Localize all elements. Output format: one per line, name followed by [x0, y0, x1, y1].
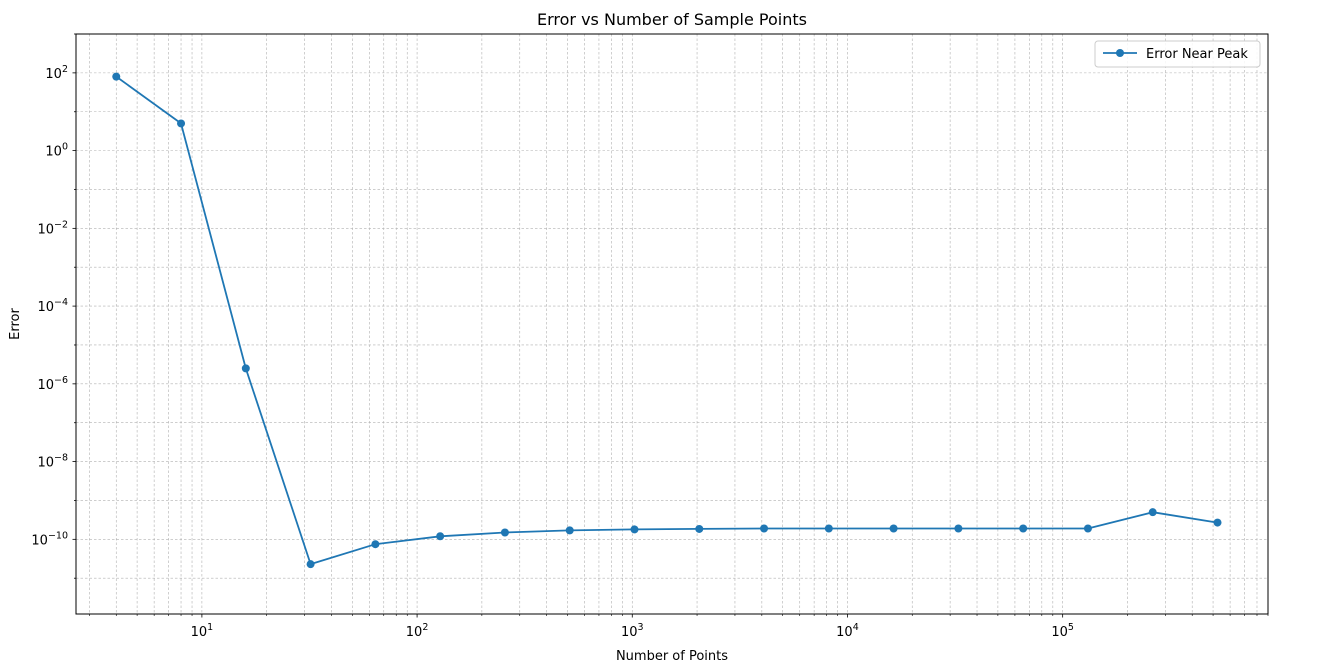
y-tick-label: 10−6: [37, 375, 68, 393]
data-point: [565, 526, 574, 535]
data-point: [306, 560, 315, 569]
data-point: [436, 532, 445, 541]
data-point: [954, 524, 963, 533]
series-line: [115, 75, 1218, 565]
data-point: [695, 524, 704, 533]
axis-ticks: 101 102 103 104 105 10−10 10−8 10−6 10−4 10−2 100 1…: [31, 33, 1269, 640]
x-axis-label: Number of Points: [616, 649, 728, 663]
data-point: [241, 364, 250, 373]
x-tick-label: 102: [406, 622, 429, 640]
x-tick-label: 105: [1051, 622, 1074, 640]
legend-marker-swatch: [1116, 49, 1124, 57]
data-point: [1083, 524, 1092, 533]
x-tick-label: 103: [621, 622, 644, 640]
y-tick-label: 10−2: [37, 219, 68, 237]
plot-frame: [75, 33, 1269, 615]
data-point: [1019, 524, 1028, 533]
grid: [76, 33, 1269, 614]
data-point: [177, 119, 186, 128]
legend-box: [1094, 40, 1261, 68]
x-tick-label: 101: [191, 622, 214, 640]
y-tick-label: 10−8: [37, 453, 68, 471]
legend-label: Error Near Peak: [1146, 47, 1248, 62]
data-point: [112, 72, 121, 81]
y-tick-label: 10−10: [31, 530, 68, 548]
data-point: [500, 528, 509, 537]
y-tick-label: 102: [45, 64, 68, 82]
data-point: [630, 525, 639, 534]
data-point: [824, 524, 833, 533]
legend: Error Near Peak: [1094, 40, 1261, 68]
data-point: [889, 524, 898, 533]
chart-title: Error vs Number of Sample Points: [537, 10, 807, 29]
y-tick-label: 10−4: [37, 297, 68, 315]
series-layer: [112, 72, 1222, 569]
data-point: [760, 524, 769, 533]
y-tick-label: 100: [45, 142, 68, 160]
data-point: [1213, 518, 1222, 527]
data-point: [1148, 508, 1157, 517]
data-point: [371, 540, 380, 549]
x-tick-label: 104: [836, 622, 859, 640]
y-axis-label: Error: [8, 308, 23, 340]
